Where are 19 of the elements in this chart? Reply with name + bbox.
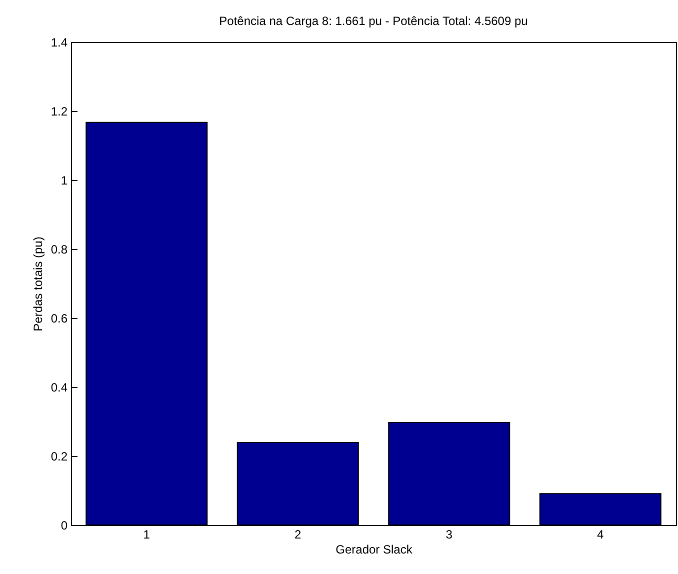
- x-tick-label: 4: [597, 528, 604, 542]
- bar: [539, 493, 662, 526]
- y-tick-label: 0.4: [50, 380, 68, 394]
- chart-title: Potência na Carga 8: 1.661 pu - Potência Total: 4.5609 pu: [219, 14, 528, 28]
- y-axis-title: Perdas totais (pu): [30, 236, 45, 332]
- y-tick-label: 1: [60, 174, 68, 188]
- x-axis-title: Gerador Slack: [336, 542, 414, 556]
- x-tick-label: 1: [143, 528, 150, 542]
- bar: [388, 422, 510, 526]
- x-tick-label: 2: [294, 528, 302, 542]
- x-tick-label: 3: [446, 528, 453, 542]
- y-tick-label: 1.4: [50, 36, 68, 50]
- bar: [236, 442, 359, 526]
- y-tick-label: 0.2: [50, 450, 68, 464]
- y-tick-label: 0.8: [50, 242, 68, 256]
- y-tick-label: 1.2: [50, 104, 68, 118]
- y-tick-label: 0: [60, 518, 68, 532]
- y-tick-label: 0.6: [50, 312, 68, 326]
- bar: [86, 122, 208, 526]
